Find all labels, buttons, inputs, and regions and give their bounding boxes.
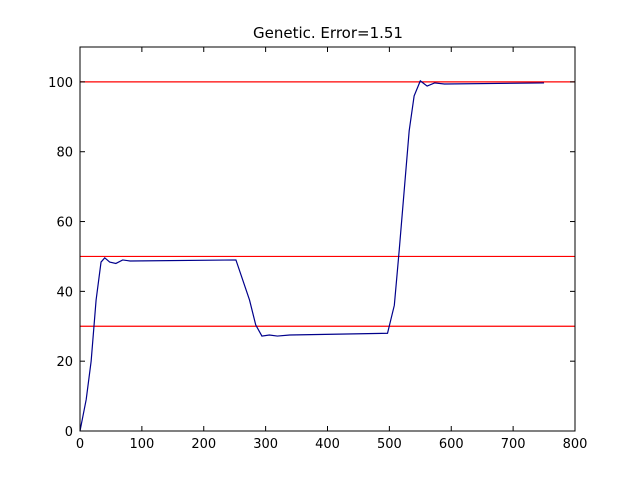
y-tick-label: 60 bbox=[56, 216, 73, 231]
x-tick-label: 800 bbox=[563, 437, 588, 452]
x-tick-label: 0 bbox=[76, 437, 84, 452]
y-tick-label: 0 bbox=[65, 425, 73, 440]
plot-frame bbox=[79, 46, 576, 432]
x-tick-label: 600 bbox=[439, 437, 464, 452]
data-line bbox=[79, 79, 545, 432]
y-tick-label: 20 bbox=[56, 355, 73, 370]
y-tick-label: 40 bbox=[56, 285, 73, 300]
x-tick-label: 300 bbox=[253, 437, 278, 452]
y-tick-label: 80 bbox=[56, 146, 73, 161]
x-tick-label: 700 bbox=[501, 437, 526, 452]
x-tick-label: 400 bbox=[315, 437, 340, 452]
x-tick-label: 500 bbox=[377, 437, 402, 452]
chart-title: Genetic. Error=1.51 bbox=[253, 24, 403, 42]
y-tick-label: 100 bbox=[48, 76, 73, 91]
x-tick-label: 100 bbox=[129, 437, 154, 452]
x-tick-label: 200 bbox=[191, 437, 216, 452]
